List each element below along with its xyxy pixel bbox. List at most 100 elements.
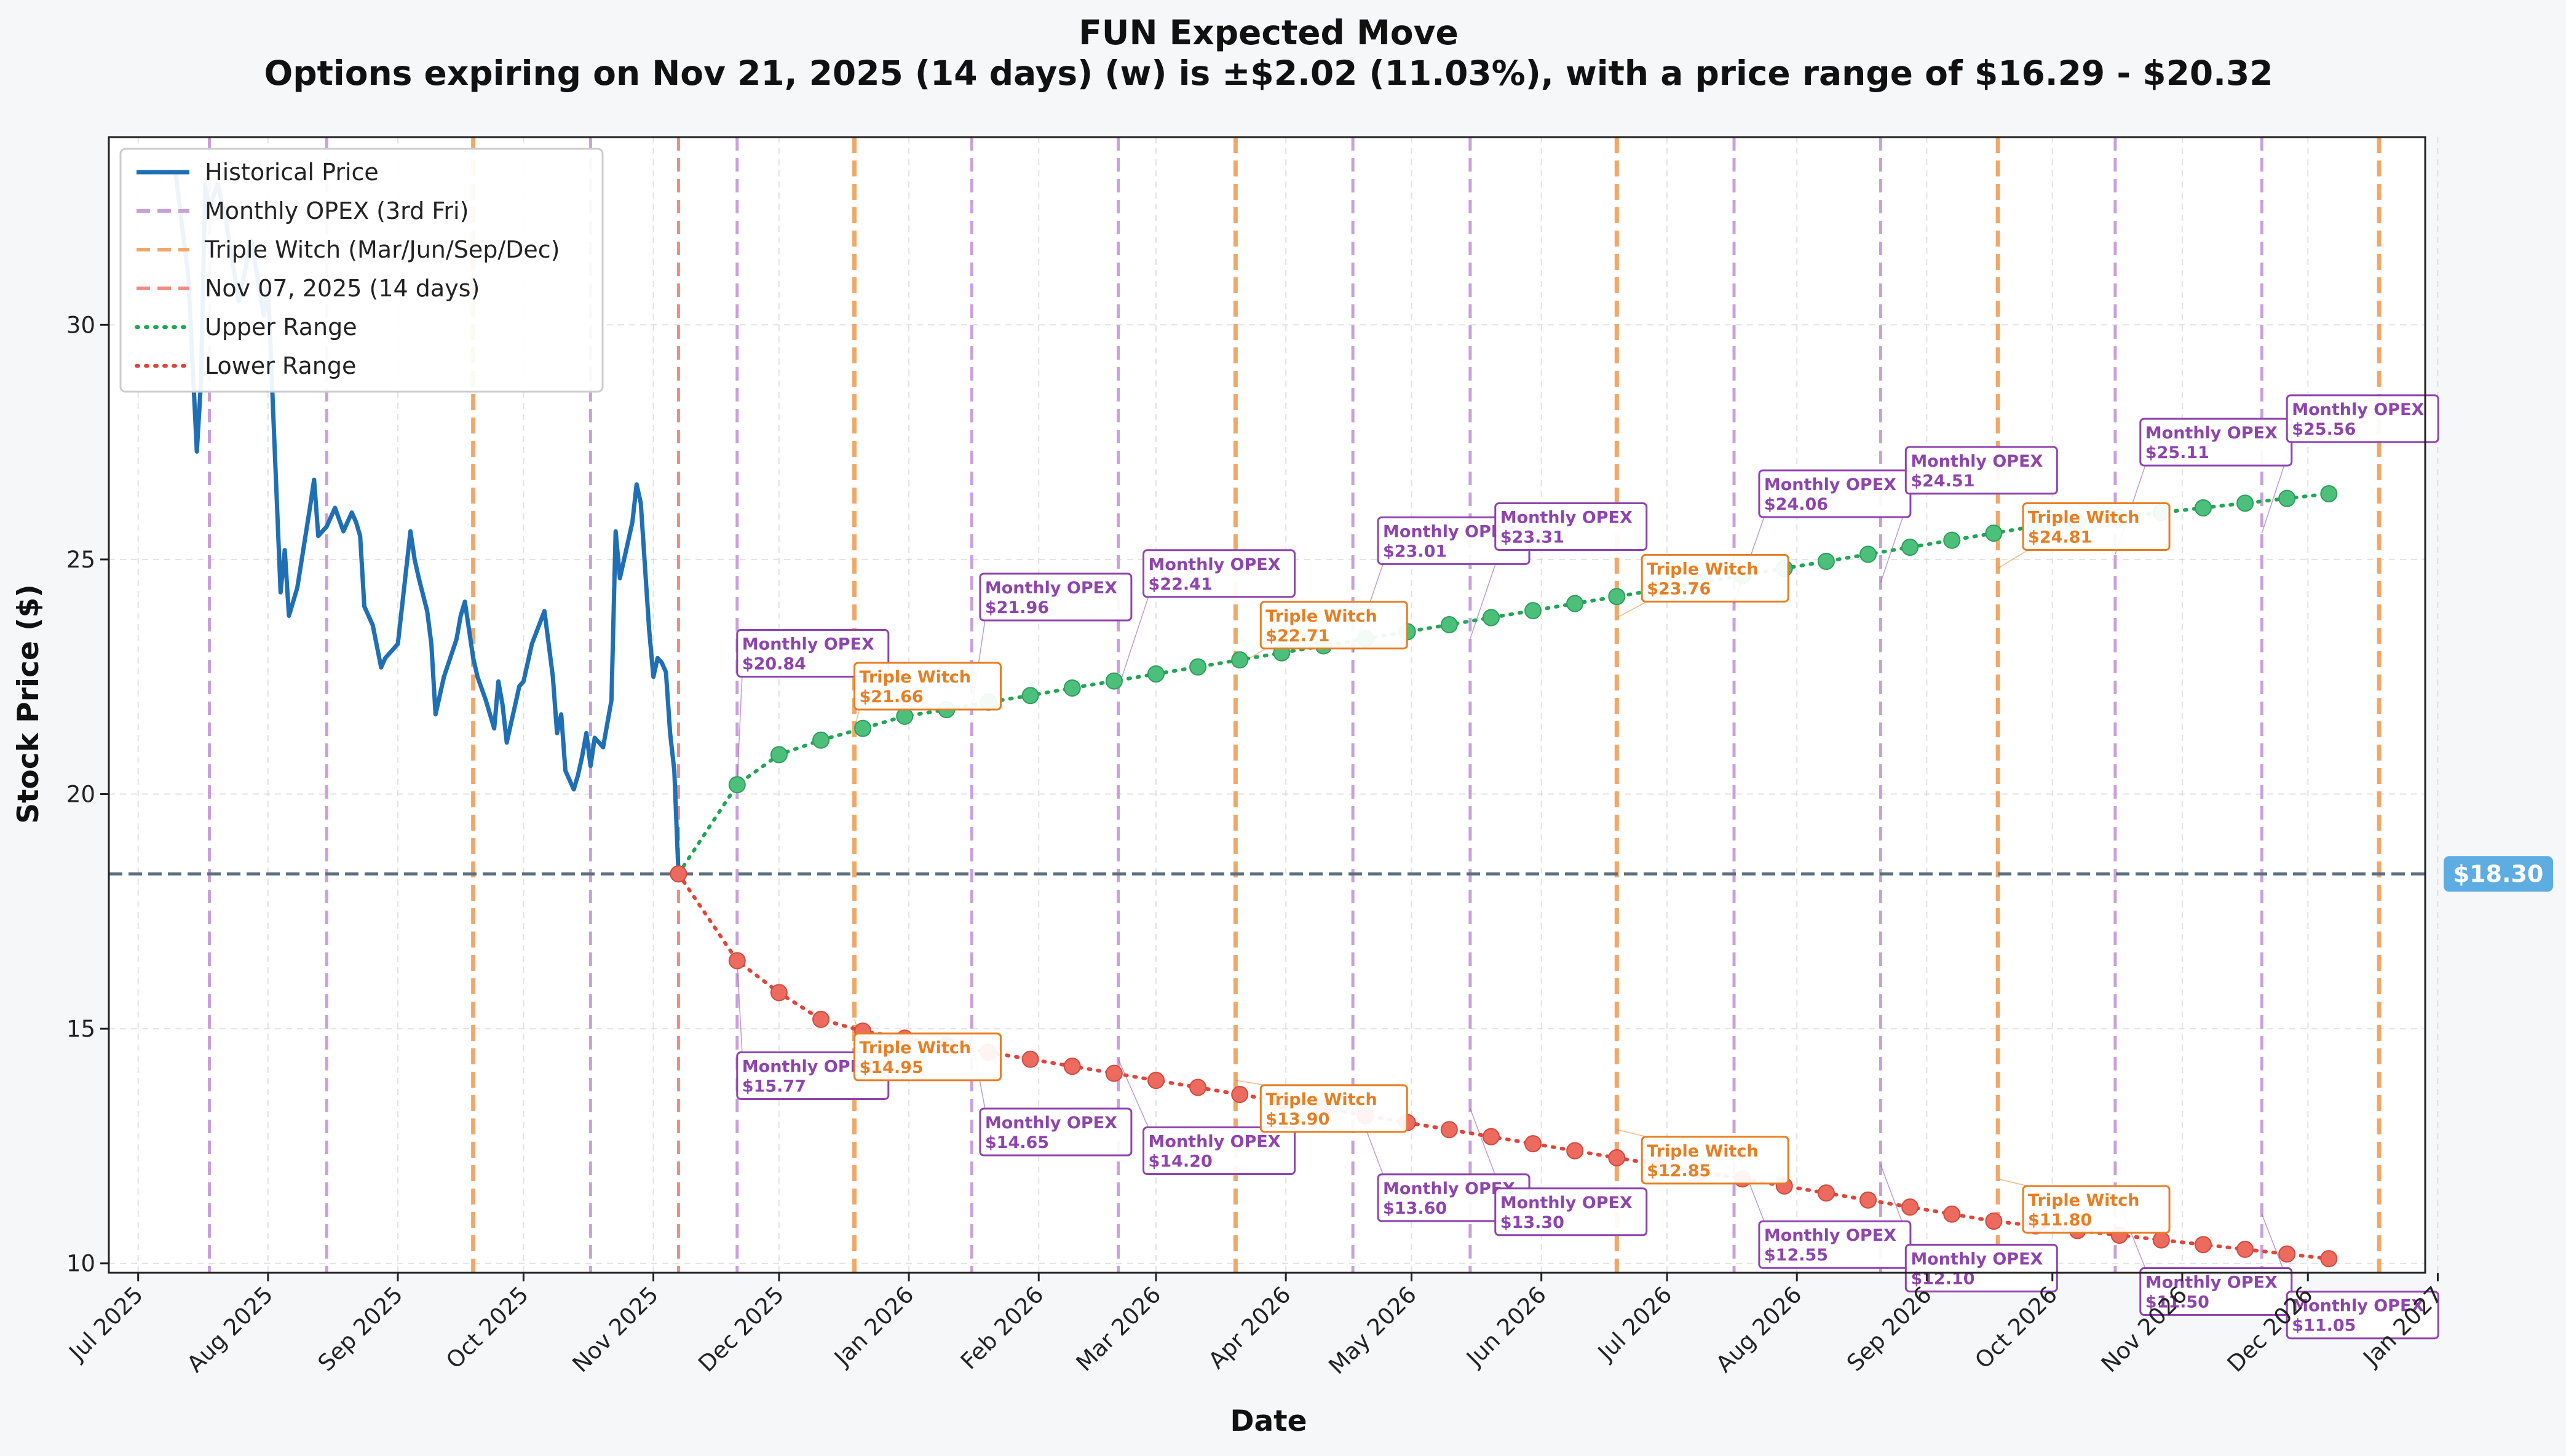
upper-range-point <box>896 707 914 725</box>
upper-range-point <box>2278 489 2296 507</box>
monthly-opex-annotation: Monthly OPEX$14.65 <box>979 1107 1133 1157</box>
y-tick-label: 30 <box>66 312 95 338</box>
upper-range-point <box>1231 651 1249 669</box>
annotation-leader <box>1997 549 2029 569</box>
upper-range-point <box>728 776 746 794</box>
monthly-opex-annotation: Monthly OPEX$13.60 <box>1377 1173 1530 1222</box>
annotation-title: Monthly OPEX <box>985 579 1117 598</box>
upper-range-point <box>1817 552 1835 570</box>
monthly-opex-annotation: Monthly OPEX$20.84 <box>736 629 890 678</box>
annotation-labels: Monthly OPEX$20.84 Triple Witch $21.66 Mont… <box>736 394 2439 1340</box>
annotation-value: $13.30 <box>1500 1213 1564 1232</box>
monthly-opex-annotation: Monthly OPEX$22.41 <box>1142 549 1296 598</box>
current-price-label: $18.30 <box>2453 860 2544 887</box>
annotation-value: $11.80 <box>2028 1211 2092 1230</box>
y-tick-label: 15 <box>66 1016 95 1042</box>
triple-witch-annotation: Triple Witch$22.71 <box>1259 601 1408 650</box>
lower-range-point <box>1021 1050 1039 1068</box>
annotation-title: Triple Witch <box>1265 607 1377 626</box>
lower-range-point <box>2236 1240 2254 1258</box>
annotation-title: Triple Witch <box>1647 1142 1759 1161</box>
monthly-opex-annotation: Monthly OPEX$23.31 <box>1494 502 1648 551</box>
annotation-leader <box>1117 1059 1149 1128</box>
current-price-badge: $18.30 <box>2444 856 2553 892</box>
lower-range-point <box>2278 1245 2296 1263</box>
monthly-opex-annotation: Monthly OPEX$21.96 <box>979 572 1133 622</box>
annotation-value: $11.05 <box>2292 1316 2356 1335</box>
annotation-box <box>736 629 890 678</box>
monthly-opex-annotation: Monthly OPEX$11.05 <box>2286 1291 2439 1340</box>
annotation-value: $14.20 <box>1149 1152 1213 1171</box>
annotation-title: Monthly OPEX <box>2145 424 2278 443</box>
upper-range-point <box>770 746 788 764</box>
upper-range-point <box>812 731 830 749</box>
legend-box <box>119 148 604 393</box>
annotation-value: $25.11 <box>2145 443 2209 462</box>
lower-range-point <box>1482 1128 1500 1145</box>
annotation-box <box>853 1032 1002 1082</box>
annotation-title: Monthly OPEX <box>1383 522 1515 541</box>
annotation-title: Monthly OPEX <box>742 1057 874 1076</box>
annotation-leader <box>1117 596 1149 689</box>
upper-range-point <box>2320 485 2338 503</box>
annotation-title: Monthly OPEX <box>985 1114 1117 1133</box>
annotation-title: Triple Witch <box>2028 508 2140 527</box>
annotation-title: Triple Witch <box>1265 1090 1377 1109</box>
annotation-value: $13.60 <box>1383 1199 1447 1218</box>
annotation-title: Triple Witch <box>1647 560 1759 579</box>
upper-range-point <box>1859 545 1877 563</box>
triple-witch-annotation: Triple Witch$12.85 <box>1641 1136 1789 1185</box>
triple-witch-annotation: Triple Witch$13.90 <box>1259 1084 1408 1133</box>
upper-range-point <box>1482 609 1500 627</box>
annotation-value: $14.65 <box>985 1133 1049 1152</box>
lower-range-point <box>1231 1085 1249 1103</box>
upper-range-point <box>854 719 872 737</box>
annotation-value: $23.31 <box>1500 528 1564 547</box>
annotation-title: Triple Witch <box>2028 1191 2140 1210</box>
annotation-box <box>1494 502 1648 551</box>
lower-range-point <box>1063 1058 1081 1075</box>
annotation-box <box>1494 1187 1648 1236</box>
annotation-title: Monthly OPEX <box>1764 1226 1896 1245</box>
triple-witch-annotation: Triple Witch$24.81 <box>2022 502 2171 551</box>
annotation-value: $21.66 <box>860 687 924 706</box>
upper-range-point <box>1147 665 1165 683</box>
annotation-box <box>979 572 1133 622</box>
upper-range-point <box>1440 615 1458 633</box>
lower-range-point <box>2152 1231 2170 1249</box>
annotation-box <box>2022 502 2171 551</box>
y-tick-label: 25 <box>66 547 95 573</box>
monthly-opex-annotation: Monthly OPEX$24.06 <box>1758 469 1912 518</box>
upper-range-point <box>2236 494 2254 512</box>
legend-label: Triple Witch (Mar/Jun/Sep/Dec) <box>204 236 560 263</box>
historical-price-line <box>173 174 681 874</box>
annotation-title: Monthly OPEX <box>1911 1249 2043 1268</box>
monthly-opex-annotation: Monthly OPEX$15.77 <box>736 1051 890 1100</box>
lower-range-point <box>1608 1149 1626 1167</box>
lower-range-point <box>1440 1121 1458 1139</box>
triple-witch-annotation: Triple Witch$14.95 <box>853 1032 1002 1082</box>
y-axis-label: Stock Price ($) <box>12 584 46 824</box>
monthly-opex-annotation: Monthly OPEX$24.51 <box>1904 446 2058 495</box>
legend-label: Upper Range <box>205 314 357 341</box>
annotation-title: Monthly OPEX <box>2292 400 2424 419</box>
annotation-value: $22.41 <box>1149 575 1213 594</box>
annotation-value: $21.96 <box>985 598 1049 617</box>
y-tick-label: 10 <box>66 1251 95 1277</box>
annotation-box <box>1904 446 2058 495</box>
upper-range-point <box>2194 499 2212 516</box>
lower-range-point <box>670 865 687 883</box>
lower-range-point <box>1189 1078 1207 1096</box>
annotation-title: Monthly OPEX <box>1149 1133 1281 1152</box>
y-axis-ticks: 10 15 20 25 30 <box>66 312 109 1277</box>
annotation-title: Monthly OPEX <box>1911 452 2043 471</box>
legend-label: Historical Price <box>205 159 379 186</box>
annotation-title: Monthly OPEX <box>2145 1273 2278 1292</box>
upper-range-point <box>1985 524 2003 542</box>
annotation-value: $22.71 <box>1265 627 1329 646</box>
current-price-badge-box <box>2444 856 2553 892</box>
monthly-opex-annotation: Monthly OPEX$25.56 <box>2286 394 2439 443</box>
plot-frame <box>108 136 2426 1274</box>
annotation-box <box>1259 601 1408 650</box>
